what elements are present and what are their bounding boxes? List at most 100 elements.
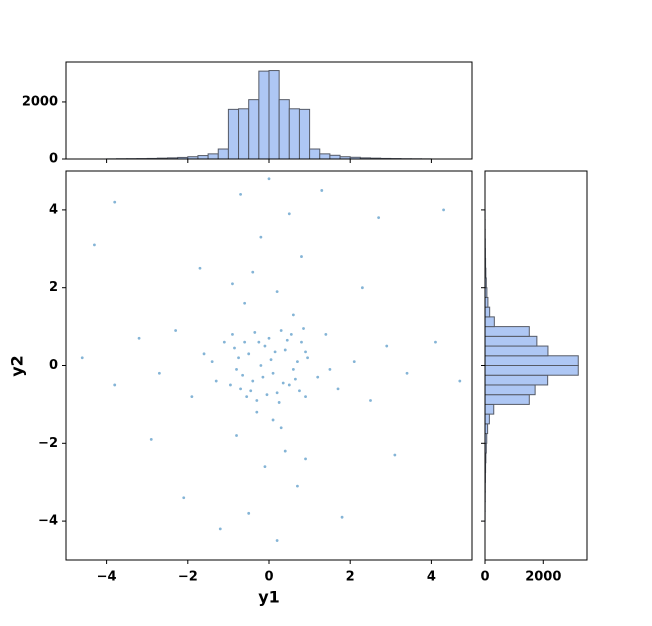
scatter-point (259, 236, 262, 239)
scatter-point (113, 201, 116, 204)
scatter-point (223, 341, 226, 344)
y-tick-label: 0 (49, 358, 58, 373)
scatter-point (231, 282, 234, 285)
x-tick-label: 2 (346, 570, 355, 585)
scatter-point (304, 350, 307, 353)
histogram-bar (485, 385, 535, 395)
scatter-point (442, 209, 445, 212)
scatter-point (458, 380, 461, 383)
scatter-point (257, 341, 260, 344)
scatter-point (138, 337, 141, 340)
y-tick-label: 0 (49, 152, 58, 167)
scatter-point (174, 329, 177, 332)
scatter-point (259, 364, 262, 367)
x-tick-label: 0 (480, 570, 489, 585)
scatter-point (282, 382, 285, 385)
scatter-point (300, 341, 303, 344)
scatter-point (353, 360, 356, 363)
histogram-bar (485, 356, 578, 366)
y-tick-label: 2 (49, 280, 58, 295)
scatter-point (337, 387, 340, 390)
histogram-bar (249, 100, 259, 159)
scatter-point (306, 356, 309, 359)
scatter-point (288, 384, 291, 387)
histogram-bar (485, 375, 548, 385)
scatter-point (231, 333, 234, 336)
histogram-bar (310, 149, 320, 159)
scatter-point (294, 378, 297, 381)
scatter-point (296, 360, 299, 363)
scatter-point (182, 496, 185, 499)
scatter-point (266, 393, 269, 396)
histogram-bar (485, 307, 490, 317)
histogram-bar (218, 149, 228, 159)
scatter-point (292, 314, 295, 317)
x-tick-label: 2000 (525, 570, 561, 585)
scatter-point (255, 399, 258, 402)
scatter-point (251, 380, 254, 383)
y-tick-label: −4 (38, 514, 58, 529)
scatter-point (369, 399, 372, 402)
histogram-bar (299, 109, 309, 159)
scatter-point (296, 485, 299, 488)
scatter-point (150, 438, 153, 441)
histogram-bar (485, 336, 537, 346)
scatter-point (113, 384, 116, 387)
scatter-point (276, 391, 279, 394)
scatter-point (241, 374, 244, 377)
scatter-point (292, 368, 295, 371)
scatter-point (278, 401, 281, 404)
scatter-point (341, 516, 344, 519)
scatter-point (377, 216, 380, 219)
scatter-point (235, 368, 238, 371)
scatter-point (199, 267, 202, 270)
scatter-point (276, 539, 279, 542)
scatter-point (270, 358, 273, 361)
histogram-bar (289, 109, 299, 159)
histogram-bar (330, 155, 340, 159)
y-tick-label: 4 (49, 202, 58, 217)
y-tick-label: 2000 (22, 94, 58, 109)
x-tick-label: 4 (427, 570, 436, 585)
x-tick-label: −2 (178, 570, 198, 585)
scatter-point (393, 454, 396, 457)
scatter-point (274, 350, 277, 353)
histogram-bar (485, 327, 529, 337)
scatter-point (298, 389, 301, 392)
scatter-point (229, 384, 232, 387)
scatter-point (245, 395, 248, 398)
histogram-bar (485, 414, 489, 424)
scatter-point (385, 345, 388, 348)
scatter-point (81, 356, 84, 359)
histogram-bar (198, 156, 208, 159)
scatter-point (247, 352, 250, 355)
scatter-point (211, 360, 214, 363)
histogram-bar (485, 395, 529, 405)
histogram-bar (228, 109, 238, 159)
histogram-bar (320, 154, 330, 159)
scatter-point (406, 372, 409, 375)
scatter-point (280, 329, 283, 332)
x-tick-label: 0 (264, 570, 273, 585)
scatter-point (262, 376, 265, 379)
scatter-point (272, 372, 275, 375)
scatter-point (253, 331, 256, 334)
scatter-point (300, 255, 303, 258)
scatter-point (233, 347, 236, 350)
scatter-point (286, 339, 289, 342)
scatter-point (268, 337, 271, 340)
scatter-point (264, 465, 267, 468)
scatter-point (255, 411, 258, 414)
x-axis-label: y1 (258, 588, 280, 607)
scatter-point (251, 271, 254, 274)
x-tick-label: −4 (97, 570, 117, 585)
scatter-point (243, 302, 246, 305)
histogram-bar (279, 100, 289, 159)
scatter-point (361, 286, 364, 289)
histogram-bar (259, 71, 269, 159)
scatter-point (239, 193, 242, 196)
scatter-point (276, 290, 279, 293)
scatter-point (235, 434, 238, 437)
